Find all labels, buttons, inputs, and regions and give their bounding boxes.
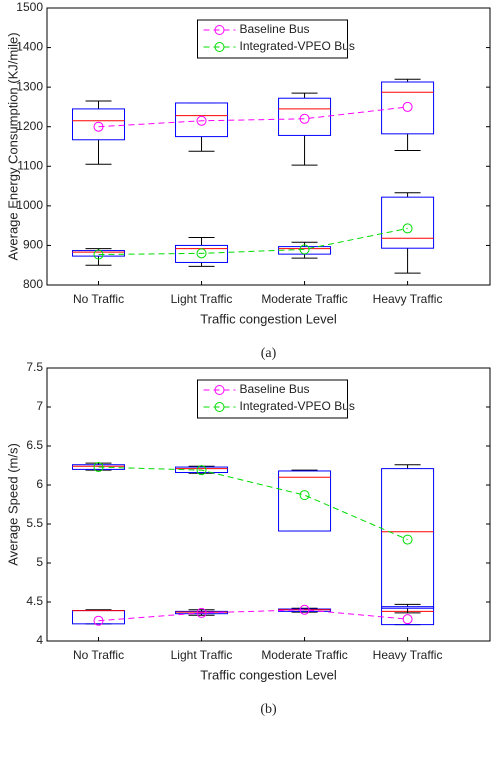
y-axis-label: Average Energy Consumption (KJ/mile) [5, 32, 20, 260]
y-tick-label: 5.5 [26, 516, 43, 530]
axes-frame [46, 7, 491, 286]
box [278, 97, 332, 136]
mean-line [98, 466, 408, 541]
box [72, 464, 126, 470]
legend-marker [214, 402, 225, 412]
mean-marker [402, 223, 413, 234]
box [175, 466, 229, 474]
box [72, 108, 126, 141]
y-tick-label: 4 [36, 633, 43, 647]
y-tick-label: 1400 [16, 40, 43, 54]
y-tick-label: 7 [36, 399, 43, 413]
x-tick-label: Light Traffic [171, 648, 233, 662]
mean-marker [299, 244, 310, 255]
box [278, 470, 332, 532]
caption: (a) [261, 346, 277, 361]
caption: (b) [260, 702, 277, 717]
x-tick-label: Heavy Traffic [373, 648, 443, 662]
legend-marker [214, 25, 225, 35]
box [72, 250, 126, 257]
mean-marker [299, 604, 310, 615]
x-axis-label: Traffic congestion Level [200, 311, 337, 326]
mean-marker [93, 615, 104, 626]
y-tick-label: 6 [36, 477, 43, 491]
box [381, 606, 435, 626]
x-axis-label: Traffic congestion Level [200, 667, 337, 682]
axes-frame [46, 367, 491, 642]
box [175, 102, 229, 138]
mean-marker [93, 249, 104, 260]
mean-marker [402, 101, 413, 112]
x-tick-label: Light Traffic [171, 292, 233, 306]
mean-marker [196, 465, 207, 476]
y-tick-label: 800 [23, 277, 43, 291]
legend-label: Baseline Bus [240, 22, 310, 36]
y-tick-label: 1300 [16, 79, 43, 93]
legend-label: Integrated-VPEO Bus [240, 39, 355, 53]
mean-line [98, 227, 408, 256]
legend-marker [214, 385, 225, 395]
x-tick-label: No Traffic [73, 292, 124, 306]
y-tick-label: 900 [23, 238, 43, 252]
y-tick-label: 5 [36, 555, 43, 569]
y-tick-label: 6.5 [26, 438, 43, 452]
legend-marker [214, 42, 225, 52]
mean-marker [93, 462, 104, 473]
y-tick-label: 1000 [16, 198, 43, 212]
mean-marker [299, 113, 310, 124]
y-tick-label: 7.5 [26, 360, 43, 374]
box [381, 81, 435, 135]
x-tick-label: Heavy Traffic [373, 292, 443, 306]
mean-marker [93, 121, 104, 132]
x-tick-label: Moderate Traffic [261, 648, 347, 662]
box [381, 468, 435, 609]
mean-marker [196, 115, 207, 126]
box [175, 244, 229, 263]
mean-marker [299, 490, 310, 501]
y-tick-label: 1100 [17, 158, 43, 172]
y-tick-label: 4.5 [26, 594, 43, 608]
x-tick-label: No Traffic [73, 648, 124, 662]
legend-label: Baseline Bus [240, 382, 310, 396]
mean-line [98, 106, 408, 128]
box [381, 196, 435, 249]
legend-label: Integrated-VPEO Bus [240, 399, 355, 413]
mean-marker [196, 248, 207, 259]
y-tick-label: 1500 [16, 0, 43, 14]
mean-marker [402, 534, 413, 545]
y-tick-label: 1200 [16, 119, 43, 133]
y-axis-label: Average Speed (m/s) [5, 443, 20, 566]
mean-marker [196, 607, 207, 618]
mean-marker [402, 614, 413, 625]
x-tick-label: Moderate Traffic [261, 292, 347, 306]
mean-line [98, 609, 408, 622]
